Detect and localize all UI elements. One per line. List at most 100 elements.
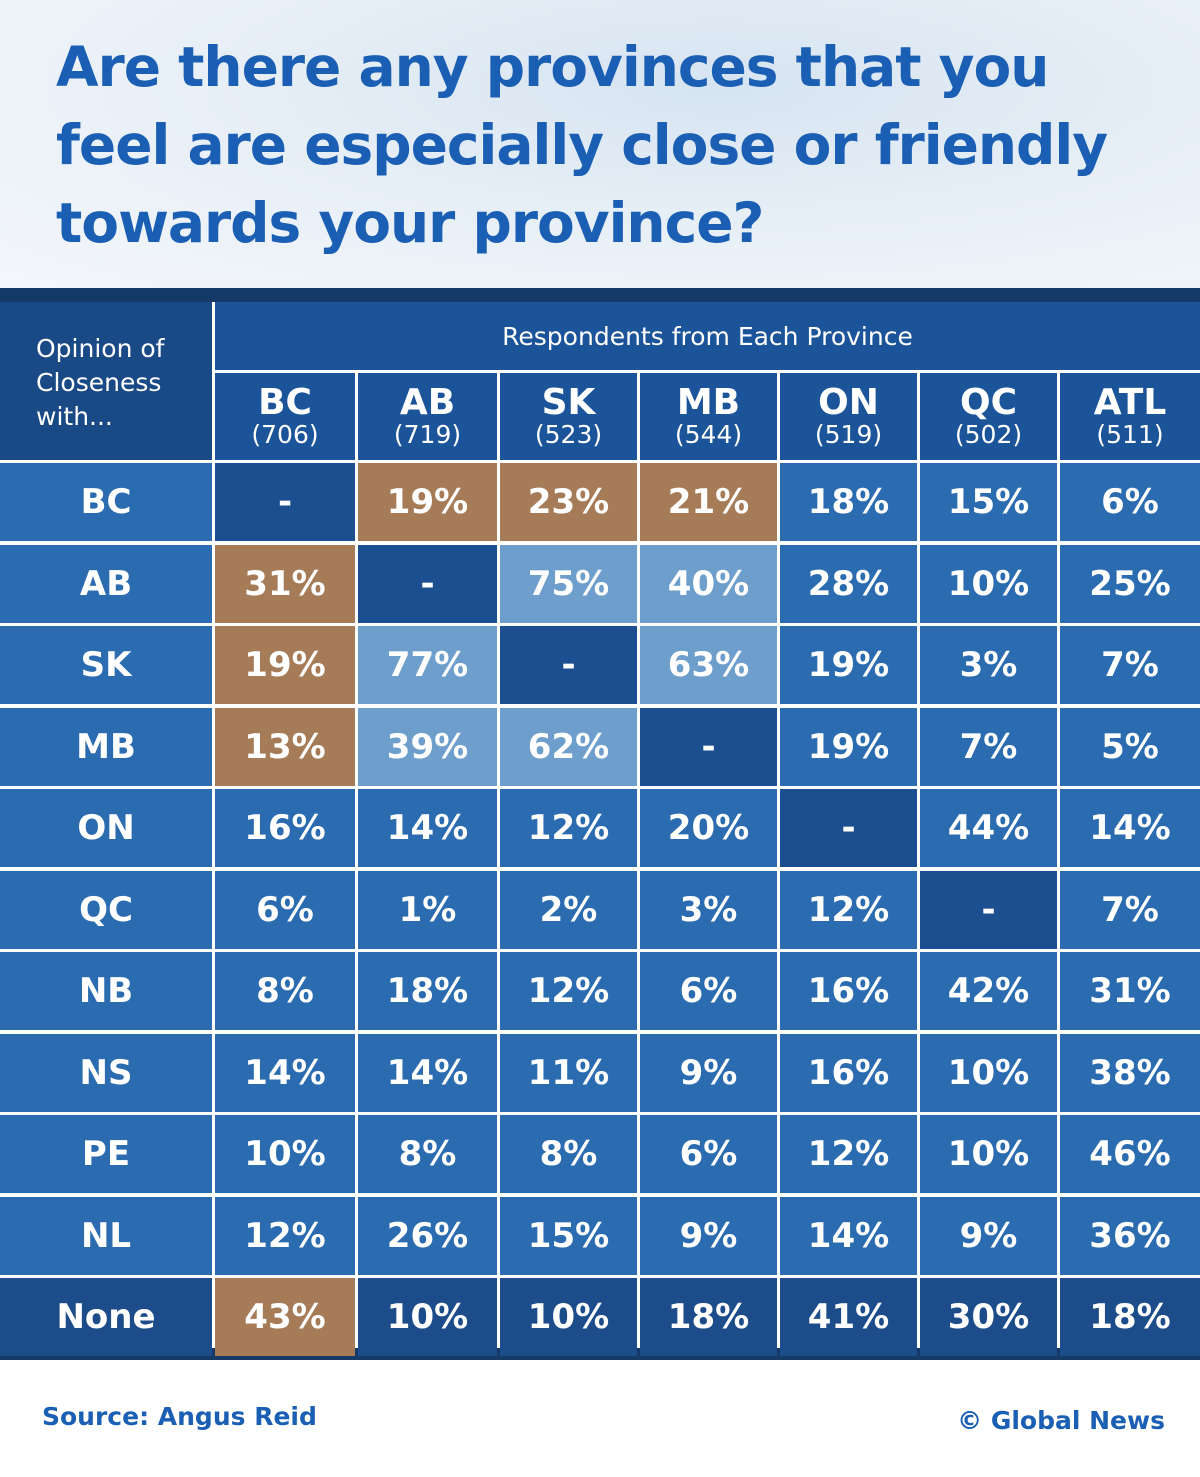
cell: - [500, 626, 637, 704]
column-header: AB (719) [358, 373, 497, 460]
cell: 8% [500, 1115, 637, 1193]
column-header: QC (502) [920, 373, 1057, 460]
column-name: BC [258, 381, 312, 423]
column-name: ATL [1093, 381, 1167, 423]
cell: 8% [215, 952, 355, 1030]
cell: 40% [640, 544, 777, 623]
row-label: BC [0, 463, 212, 541]
cell: 12% [500, 952, 637, 1030]
cell: - [640, 707, 777, 786]
cell: 7% [1060, 626, 1200, 704]
cell: 12% [780, 870, 917, 949]
group-header: Respondents from Each Province [215, 302, 1200, 370]
row-label: PE [0, 1115, 212, 1193]
cell: - [215, 463, 355, 541]
cell: 38% [1060, 1033, 1200, 1112]
column-header: SK (523) [500, 373, 637, 460]
column-count: (719) [393, 419, 462, 449]
title: Are there any provinces that you feel ar… [56, 35, 1108, 255]
cell: - [358, 544, 497, 623]
source: Source: Angus Reid [42, 1402, 317, 1431]
credit: © Global News [957, 1406, 1165, 1435]
cell: 62% [500, 707, 637, 786]
cell: 3% [640, 870, 777, 949]
cell: 5% [1060, 707, 1200, 786]
column-count: (511) [1096, 419, 1164, 449]
cell: 3% [920, 626, 1057, 704]
cell: 14% [358, 1033, 497, 1112]
cell: 19% [215, 626, 355, 704]
cell: 36% [1060, 1196, 1200, 1275]
cell: 6% [640, 1115, 777, 1193]
cell: 75% [500, 544, 637, 623]
cell: 21% [640, 463, 777, 541]
column-name: SK [541, 381, 596, 423]
cell: 15% [920, 463, 1057, 541]
cell: 18% [358, 952, 497, 1030]
cell: 13% [215, 707, 355, 786]
cell: 14% [215, 1033, 355, 1112]
cell: 11% [500, 1033, 637, 1112]
column-count: (544) [674, 419, 743, 449]
cell: 63% [640, 626, 777, 704]
cell: 14% [358, 789, 497, 867]
column-count: (706) [251, 419, 319, 449]
row-label: SK [0, 626, 212, 704]
row-label: NL [0, 1196, 212, 1275]
column-name: ON [818, 381, 879, 423]
cell: 14% [1060, 789, 1200, 867]
cell: 20% [640, 789, 777, 867]
cell: 12% [215, 1196, 355, 1275]
cell: 28% [780, 544, 917, 623]
cell: 31% [1060, 952, 1200, 1030]
cell: 19% [780, 707, 917, 786]
column-count: (519) [814, 419, 883, 449]
cell: 6% [215, 870, 355, 949]
cell: 18% [1060, 1278, 1200, 1356]
column-name: AB [399, 381, 456, 423]
cell: 10% [920, 1033, 1057, 1112]
cell: 12% [500, 789, 637, 867]
cell: 30% [920, 1278, 1057, 1356]
cell: 42% [920, 952, 1057, 1030]
cell: 31% [215, 544, 355, 623]
cell: 77% [358, 626, 497, 704]
column-header: BC (706) [215, 373, 355, 460]
column-name: MB [676, 381, 741, 423]
row-label: NS [0, 1033, 212, 1112]
cell: 19% [780, 626, 917, 704]
column-header: MB (544) [640, 373, 777, 460]
cell: 16% [215, 789, 355, 867]
row-label: None [0, 1278, 212, 1356]
title-area: Are there any provinces that you feel ar… [0, 0, 1200, 288]
cell: 10% [500, 1278, 637, 1356]
table: Opinion of Closeness with... Respondents … [0, 288, 1200, 1360]
cell: 18% [780, 463, 917, 541]
cell: 10% [215, 1115, 355, 1193]
cell: 44% [920, 789, 1057, 867]
cell: 26% [358, 1196, 497, 1275]
cell: 2% [500, 870, 637, 949]
column-header: ON (519) [780, 373, 917, 460]
corner-header: Opinion of Closeness with... [0, 302, 212, 460]
column-name: QC [959, 381, 1018, 423]
cell: 16% [780, 952, 917, 1030]
cell: 15% [500, 1196, 637, 1275]
row-label: ON [0, 789, 212, 867]
cell: - [920, 870, 1057, 949]
cell: 10% [920, 1115, 1057, 1193]
cell: 7% [1060, 870, 1200, 949]
cell: 10% [358, 1278, 497, 1356]
cell: 41% [780, 1278, 917, 1356]
cell: 12% [780, 1115, 917, 1193]
cell: 19% [358, 463, 497, 541]
cell: 6% [1060, 463, 1200, 541]
row-label: QC [0, 870, 212, 949]
cell: 25% [1060, 544, 1200, 623]
cell: 23% [500, 463, 637, 541]
cell: 14% [780, 1196, 917, 1275]
cell: 8% [358, 1115, 497, 1193]
cell: 1% [358, 870, 497, 949]
cell: 7% [920, 707, 1057, 786]
